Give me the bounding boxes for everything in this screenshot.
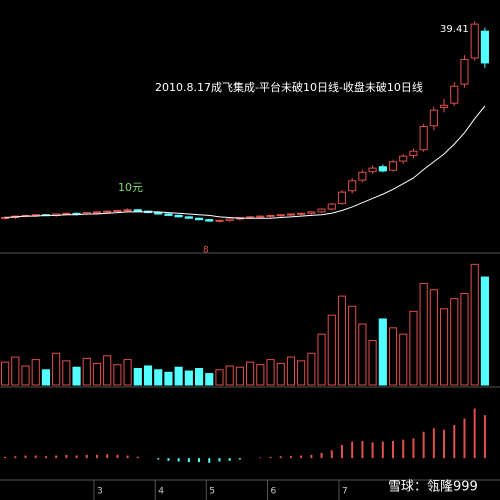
volume-bar [276, 362, 285, 386]
volume-bar [256, 364, 265, 386]
volume-bar [368, 340, 377, 386]
x-tick-label: 5 [209, 487, 215, 497]
volume-bar [419, 282, 428, 386]
candle-body [62, 212, 71, 215]
candle-body [429, 109, 438, 127]
volume-bar [21, 365, 30, 386]
volume-bar [31, 359, 40, 386]
candle-body [286, 213, 296, 216]
volume-bar [194, 367, 204, 386]
chart-title: 2010.8.17成飞集成-平台未破10日线-收盘未破10日线 [155, 80, 423, 94]
volume-bar [246, 361, 255, 386]
candle-body [419, 125, 428, 151]
volume-bar [52, 352, 61, 386]
candle-body [317, 208, 326, 213]
candle-body [399, 155, 408, 162]
volume-bar [92, 362, 102, 386]
volume-bar [429, 289, 438, 386]
volume-bar [327, 314, 336, 386]
volume-bar [11, 356, 20, 386]
volume-bar [307, 352, 316, 386]
volume-bar [133, 367, 142, 386]
candle-body [307, 211, 316, 214]
volume-bar [409, 310, 418, 386]
volume-bar [460, 293, 469, 386]
candle-body [276, 214, 285, 217]
candle-body [174, 214, 183, 218]
x-tick-label: 4 [158, 487, 164, 497]
x-tick-label: 6 [271, 487, 277, 497]
volume-bar [205, 373, 214, 386]
candle-body [297, 212, 306, 215]
volume-bar [174, 366, 183, 386]
volume-bar [378, 318, 387, 386]
volume-bar [164, 371, 173, 386]
value-label: 39.41 [440, 24, 469, 35]
volume-bar [1, 361, 10, 386]
candle-body [246, 216, 255, 219]
candle-body [215, 219, 224, 222]
candle-body [184, 216, 193, 219]
candle-body [460, 58, 469, 85]
volume-bar [143, 365, 153, 386]
volume-bar [184, 370, 193, 386]
volume-bar [399, 333, 408, 386]
candle-body [92, 211, 102, 214]
volume-bar [450, 298, 459, 386]
candle-body [113, 209, 122, 212]
volume-bar [286, 356, 296, 386]
volume-bar [113, 364, 122, 386]
volume-bar [103, 355, 112, 386]
candle-body [337, 191, 347, 204]
candle-body [327, 203, 336, 210]
volume-bar [348, 305, 357, 386]
annotation: 10元 [118, 181, 143, 194]
candle-body [123, 209, 132, 212]
candle-body [470, 23, 479, 59]
volume-bar [297, 360, 306, 386]
candle-body [256, 215, 265, 218]
x-tick-label: 7 [342, 487, 348, 497]
candle-body [480, 30, 489, 64]
candle-body [358, 171, 367, 181]
candle-body [348, 180, 357, 192]
candle-body [194, 217, 204, 221]
volume-bar [337, 295, 347, 386]
candle-body [409, 150, 418, 156]
volume-bar [123, 359, 132, 386]
volume-bar [439, 308, 449, 386]
candle-body [164, 213, 173, 216]
candle-body [450, 85, 459, 104]
candle-body [388, 161, 398, 171]
volume-bar [72, 366, 81, 386]
candle-body [225, 218, 234, 221]
volume-bar [317, 333, 326, 386]
ma-line [5, 105, 486, 219]
x-tick-label: 3 [97, 487, 103, 497]
candle-body [133, 209, 142, 212]
annotation: 8 [203, 246, 209, 256]
volume-bar [82, 357, 91, 386]
candle-body [378, 166, 387, 172]
watermark: 雪球：瓴隆999 [388, 480, 478, 495]
volume-bar [470, 263, 479, 386]
candle-body [154, 212, 163, 215]
volume-bar [62, 360, 71, 386]
candle-body [439, 104, 449, 108]
volume-bar [225, 365, 234, 386]
candle-body [103, 210, 112, 213]
volume-bar [266, 359, 275, 386]
volume-bar [480, 276, 489, 386]
volume-bar [235, 366, 244, 386]
candle-body [368, 167, 377, 173]
volume-bar [41, 369, 51, 386]
volume-bar [388, 327, 398, 386]
candle-body [205, 219, 214, 222]
volume-bar [358, 323, 367, 386]
volume-bar [154, 369, 163, 386]
volume-bar [215, 369, 224, 386]
candle-body [266, 214, 275, 217]
